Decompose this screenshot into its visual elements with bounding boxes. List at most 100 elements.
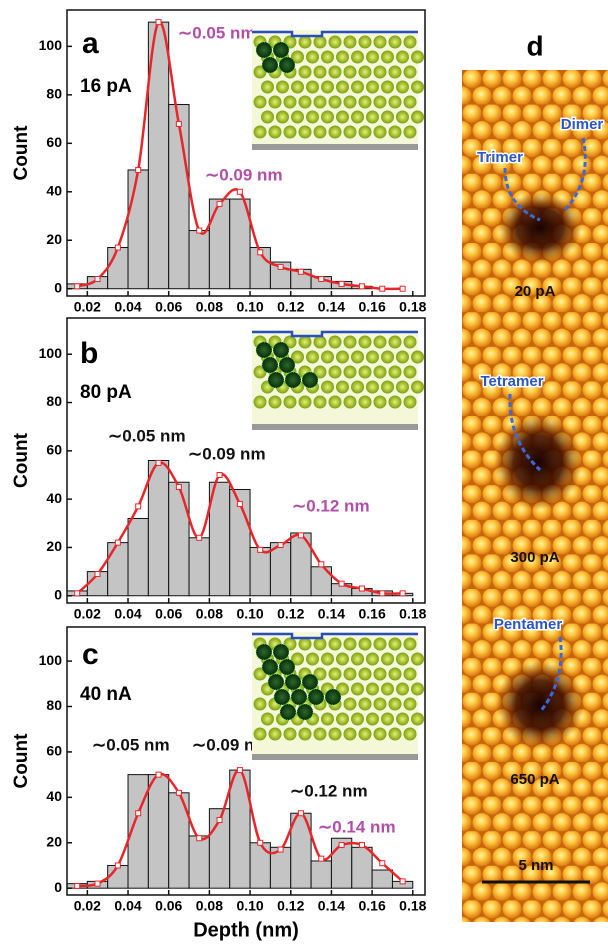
atom <box>351 682 364 696</box>
atom <box>388 35 402 49</box>
atom <box>358 637 372 651</box>
atom <box>343 395 357 409</box>
atom <box>351 50 364 64</box>
x-tick-label: 0.14 <box>318 606 345 622</box>
atom <box>366 80 379 94</box>
atom <box>403 35 417 49</box>
molecule <box>278 658 296 676</box>
atom <box>373 35 387 49</box>
atom <box>321 652 334 666</box>
atom <box>351 652 364 666</box>
molecule <box>284 673 302 691</box>
atom <box>321 50 334 64</box>
molecule <box>261 356 279 374</box>
fit-marker <box>94 880 101 887</box>
atom <box>343 365 357 379</box>
bar <box>107 864 129 889</box>
atom <box>336 712 349 726</box>
atom <box>396 50 409 64</box>
atom <box>403 125 417 139</box>
atom <box>396 682 409 696</box>
fit-marker <box>94 571 101 578</box>
atom <box>388 727 402 741</box>
peak-annotation: ∼0.05 nm <box>178 23 256 42</box>
atom <box>373 395 387 409</box>
atom <box>291 652 304 666</box>
y-axis-label: Count <box>11 432 32 488</box>
molecule <box>284 371 302 389</box>
y-tick-label: 20 <box>46 538 62 554</box>
molecule <box>272 341 290 359</box>
arrows <box>503 137 587 713</box>
atom <box>253 95 267 109</box>
molecule <box>278 356 296 374</box>
frame <box>66 9 426 297</box>
x-tick-label: 0.06 <box>155 299 182 315</box>
fit-marker <box>358 842 365 849</box>
atom <box>358 35 372 49</box>
x-tick-label: 0.08 <box>196 299 223 315</box>
bar <box>249 546 271 597</box>
atom <box>403 697 417 711</box>
y-tick-label: 0 <box>54 879 62 895</box>
atom <box>328 35 342 49</box>
atom <box>343 335 357 349</box>
atom <box>403 727 417 741</box>
atom <box>351 350 364 364</box>
atom <box>381 110 394 124</box>
atom <box>276 110 289 124</box>
fit-marker <box>236 500 243 507</box>
fit-marker <box>74 590 81 597</box>
defect <box>494 414 582 510</box>
bar <box>188 537 210 597</box>
atom <box>396 110 409 124</box>
fit-marker <box>399 285 406 292</box>
atom <box>298 95 312 109</box>
atom <box>403 335 417 349</box>
fit-marker <box>135 166 142 173</box>
fit-marker <box>379 590 386 597</box>
fit-marker <box>114 539 121 546</box>
peak-annotation: ∼0.09 nm <box>205 165 283 184</box>
stm-label: 650 pA <box>510 771 559 788</box>
x-tick-label: 0.10 <box>236 898 263 914</box>
y-tick-label: 0 <box>54 586 62 602</box>
y-tick-label: 100 <box>39 652 63 668</box>
fit-marker <box>358 585 365 592</box>
fit-marker <box>155 771 162 778</box>
atom <box>411 80 424 94</box>
molecule <box>267 371 285 389</box>
x-tick-label: 0.06 <box>155 898 182 914</box>
atom <box>388 65 402 79</box>
x-tick-label: 0.12 <box>277 606 304 622</box>
x-tick-label: 0.12 <box>277 898 304 914</box>
atom <box>411 652 424 666</box>
atom <box>336 350 349 364</box>
x-tick-label: 0.02 <box>74 606 101 622</box>
stm-label: Pentamer <box>494 616 563 633</box>
atom <box>283 125 297 139</box>
atom <box>366 50 379 64</box>
fit-marker <box>379 860 386 867</box>
atom <box>403 667 417 681</box>
atom <box>358 727 372 741</box>
fit-marker <box>196 835 203 842</box>
x-tick-label: 0.18 <box>399 299 426 315</box>
fit-marker <box>338 842 345 849</box>
bar <box>351 846 373 889</box>
charts: 0 20 40 60 80 100 0.02 0.04 0.06 0.08 0.10 0.12 0.14… <box>11 9 427 941</box>
atom <box>351 380 364 394</box>
atom <box>343 95 357 109</box>
atom <box>388 95 402 109</box>
fit-marker <box>338 280 345 287</box>
atom <box>321 350 334 364</box>
atom <box>381 380 394 394</box>
scale-label: 5 nm <box>518 857 553 874</box>
atom <box>261 110 274 124</box>
substrate <box>252 424 418 430</box>
atom <box>328 637 342 651</box>
fit-marker <box>155 459 162 466</box>
atom <box>291 110 304 124</box>
fit-marker <box>297 268 304 275</box>
y-tick-label: 60 <box>46 442 62 458</box>
